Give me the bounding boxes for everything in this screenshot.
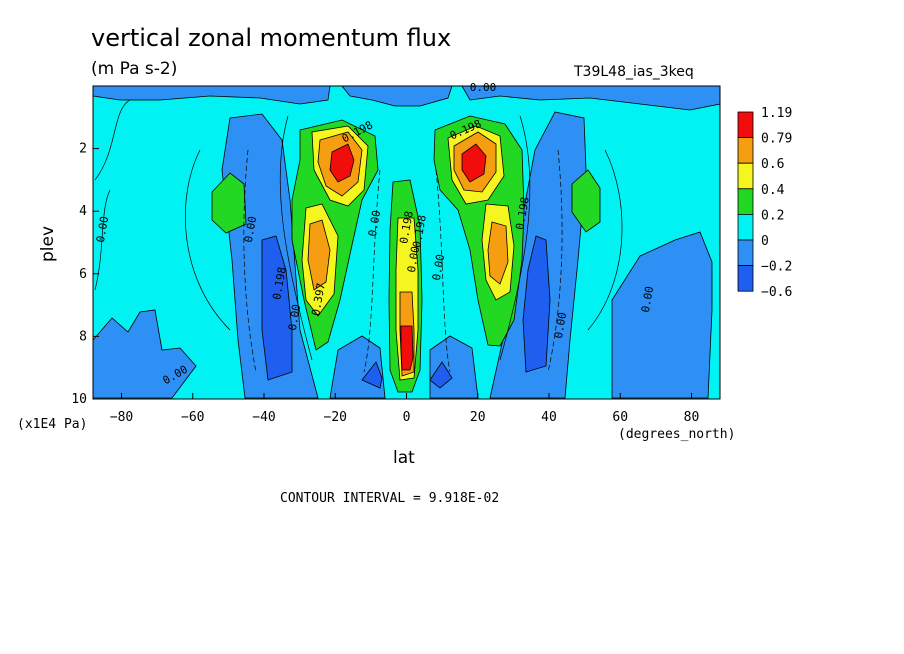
orange-region	[487, 221, 509, 285]
y-tick-label: 6	[79, 267, 87, 282]
x-tick-label: 0	[403, 410, 411, 425]
units-subtitle: (m Pa s-2)	[91, 59, 177, 79]
contour-label: 0.00	[470, 81, 497, 94]
y-tick-label: 8	[79, 329, 87, 344]
colorbar-label: 0.4	[761, 183, 785, 198]
red-maximum	[400, 325, 414, 371]
contour-line	[587, 149, 623, 331]
orange-region	[307, 219, 331, 291]
colorbar-swatch	[737, 137, 754, 164]
contour-label: 0.00	[242, 215, 259, 243]
colorbar-label: 0.6	[761, 157, 784, 172]
colorbar-label: −0.2	[761, 260, 792, 275]
negative-region	[92, 309, 197, 399]
contour-label: 0.00	[552, 311, 569, 339]
contour-line	[363, 169, 381, 373]
colorbar-label: 0.79	[761, 132, 792, 147]
contour-line	[499, 115, 531, 361]
x-tick-label: −40	[252, 410, 275, 425]
contour-label: 0.198	[410, 214, 429, 249]
y-unit-label: (x1E4 Pa)	[17, 417, 87, 432]
negative-region	[611, 231, 713, 399]
contour-line	[279, 115, 313, 361]
positive-regions	[211, 115, 601, 393]
x-tick-label: 60	[612, 410, 628, 425]
colorbar-swatch	[737, 162, 754, 190]
negative-region	[92, 85, 331, 105]
y-tick-label: 2	[79, 142, 87, 157]
x-unit-label: (degrees_north)	[618, 427, 735, 442]
colorbar-swatch	[737, 265, 754, 292]
x-tick-label: −20	[324, 410, 347, 425]
red-maximum	[329, 143, 355, 183]
y-tick-label: 10	[71, 392, 87, 407]
y-axis-label: plev	[38, 226, 58, 262]
strong-negative-region	[361, 361, 383, 389]
positive-region	[211, 172, 247, 234]
contour-label: 0.198	[513, 196, 532, 231]
red-maximum	[461, 143, 487, 183]
y-tick-label: 4	[79, 204, 87, 219]
contour-lines	[94, 99, 623, 373]
x-tick-label: −80	[110, 410, 133, 425]
y-axis: 2 4 6 8 10	[71, 142, 99, 407]
colorbar-label: −0.6	[761, 285, 792, 300]
strong-negative-region	[522, 235, 551, 373]
colorbar-swatch	[737, 239, 754, 267]
contour-line	[94, 99, 131, 181]
contour-label: 0.00	[94, 215, 111, 243]
x-tick-label: −60	[181, 410, 204, 425]
colorbar-swatch	[737, 188, 754, 215]
negative-region	[341, 85, 453, 107]
contour-label: 0.397	[309, 282, 328, 317]
colorbar-label: 0	[761, 234, 769, 249]
x-axis-label: lat	[393, 448, 415, 468]
x-tick-label: 80	[684, 410, 700, 425]
contour-interval-label: CONTOUR INTERVAL = 9.918E-02	[280, 491, 499, 506]
x-axis: −80 −60 −40 −20 0 20 40 60 80	[110, 393, 700, 425]
colorbar-label: 0.2	[761, 208, 784, 223]
colorbar-swatch	[737, 111, 754, 139]
contour-label: 0.00	[430, 253, 447, 281]
contour-label: 0.00	[639, 285, 656, 313]
colorbar-label: 1.19	[761, 106, 792, 121]
strong-negative-region	[429, 361, 453, 389]
chart-title: vertical zonal momentum flux	[91, 24, 451, 52]
contour-line	[94, 189, 111, 291]
colorbar: 1.19 0.79 0.6 0.4 0.2 0 −0.2 −0.6	[737, 106, 792, 300]
contour-label: 0.198	[270, 266, 289, 301]
contour-line	[185, 149, 231, 331]
x-tick-label: 20	[470, 410, 486, 425]
contour-label: 0.00	[286, 303, 303, 331]
positive-region	[571, 169, 601, 233]
strong-negative-region	[261, 235, 293, 381]
run-label: T39L48_ias_3keq	[573, 64, 694, 80]
colorbar-swatch	[737, 213, 754, 241]
contour-label: 0.198	[397, 210, 416, 245]
contour-label: 0.00	[405, 245, 422, 273]
contour-label: 0.00	[366, 209, 383, 237]
x-tick-label: 40	[541, 410, 557, 425]
contour-line	[435, 169, 451, 373]
